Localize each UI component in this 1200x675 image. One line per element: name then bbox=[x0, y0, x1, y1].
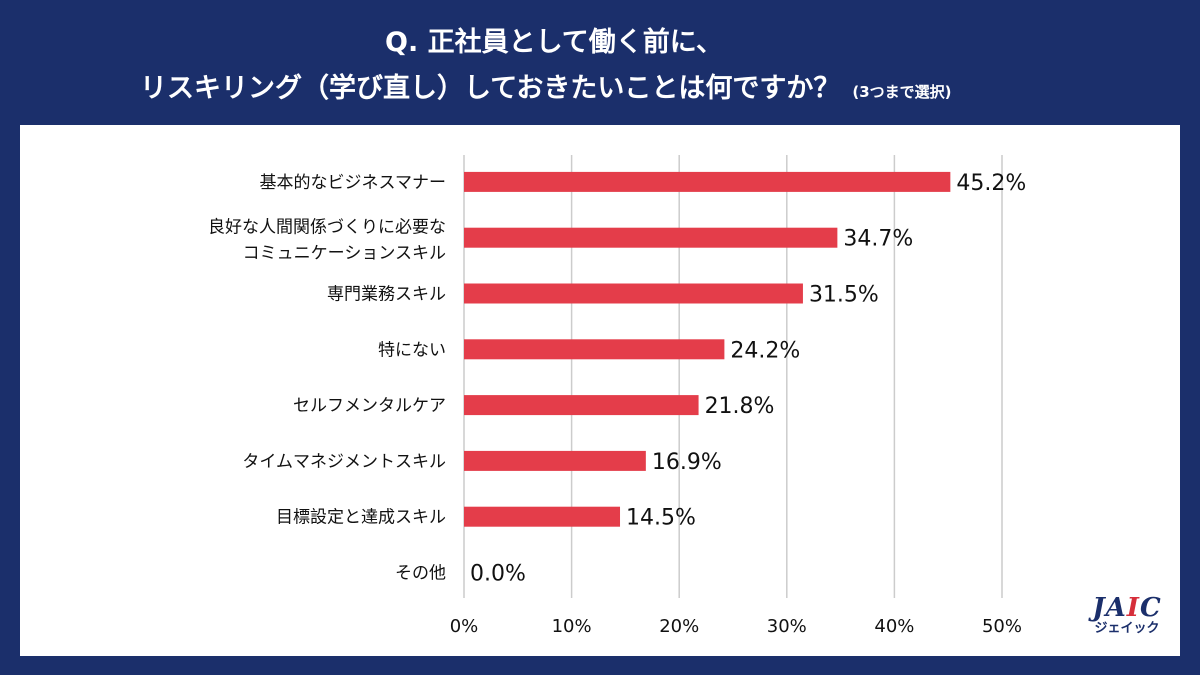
bar bbox=[464, 171, 951, 192]
chart-panel bbox=[20, 125, 1180, 656]
category-label: 良好な人間関係づくりに必要なコミュニケーションスキル bbox=[208, 218, 446, 264]
x-tick-label: 30% bbox=[767, 616, 807, 637]
bar bbox=[464, 339, 725, 360]
category-label: 専門業務スキル bbox=[327, 285, 446, 305]
bar-value-label: 34.7% bbox=[843, 227, 913, 252]
chart-title-note: (3つまで選択) bbox=[852, 83, 952, 101]
category-label: その他 bbox=[395, 564, 446, 584]
bar-value-label: 31.5% bbox=[809, 283, 879, 308]
category-label: 特にない bbox=[378, 340, 446, 360]
x-tick-label: 50% bbox=[982, 616, 1022, 637]
x-tick-label: 40% bbox=[874, 616, 914, 637]
x-tick-label: 0% bbox=[450, 616, 479, 637]
bar-value-label: 45.2% bbox=[956, 171, 1026, 196]
bar bbox=[464, 450, 646, 471]
x-tick-label: 10% bbox=[552, 616, 592, 637]
category-label: 目標設定と達成スキル bbox=[276, 508, 446, 528]
bar-value-label: 16.9% bbox=[652, 450, 722, 475]
chart-title-line2: リスキリング（学び直し）しておきたいことは何ですか？ (3つまで選択) bbox=[0, 66, 1200, 105]
logo-brand: JAIC bbox=[1092, 593, 1162, 623]
bar bbox=[464, 395, 699, 416]
logo-kana: ジェイック bbox=[1094, 621, 1160, 636]
category-label: タイムマネジメントスキル bbox=[242, 452, 446, 472]
category-label: 基本的なビジネスマナー bbox=[260, 173, 447, 193]
category-label: セルフメンタルケア bbox=[293, 396, 446, 416]
bar bbox=[464, 283, 803, 304]
bar bbox=[464, 506, 621, 527]
bar bbox=[464, 227, 838, 248]
bar-value-label: 21.8% bbox=[705, 394, 775, 419]
bar-value-label: 24.2% bbox=[730, 338, 800, 363]
jaic-logo: JAIC ジェイック bbox=[1082, 595, 1172, 637]
bar-value-label: 14.5% bbox=[626, 506, 696, 531]
chart-title-line1: Q. 正社員として働く前に、 bbox=[385, 27, 723, 58]
bar-value-label: 0.0% bbox=[470, 562, 526, 587]
chart-title-question: リスキリング（学び直し）しておきたいことは何ですか？ bbox=[140, 73, 841, 104]
x-tick-label: 20% bbox=[659, 616, 699, 637]
